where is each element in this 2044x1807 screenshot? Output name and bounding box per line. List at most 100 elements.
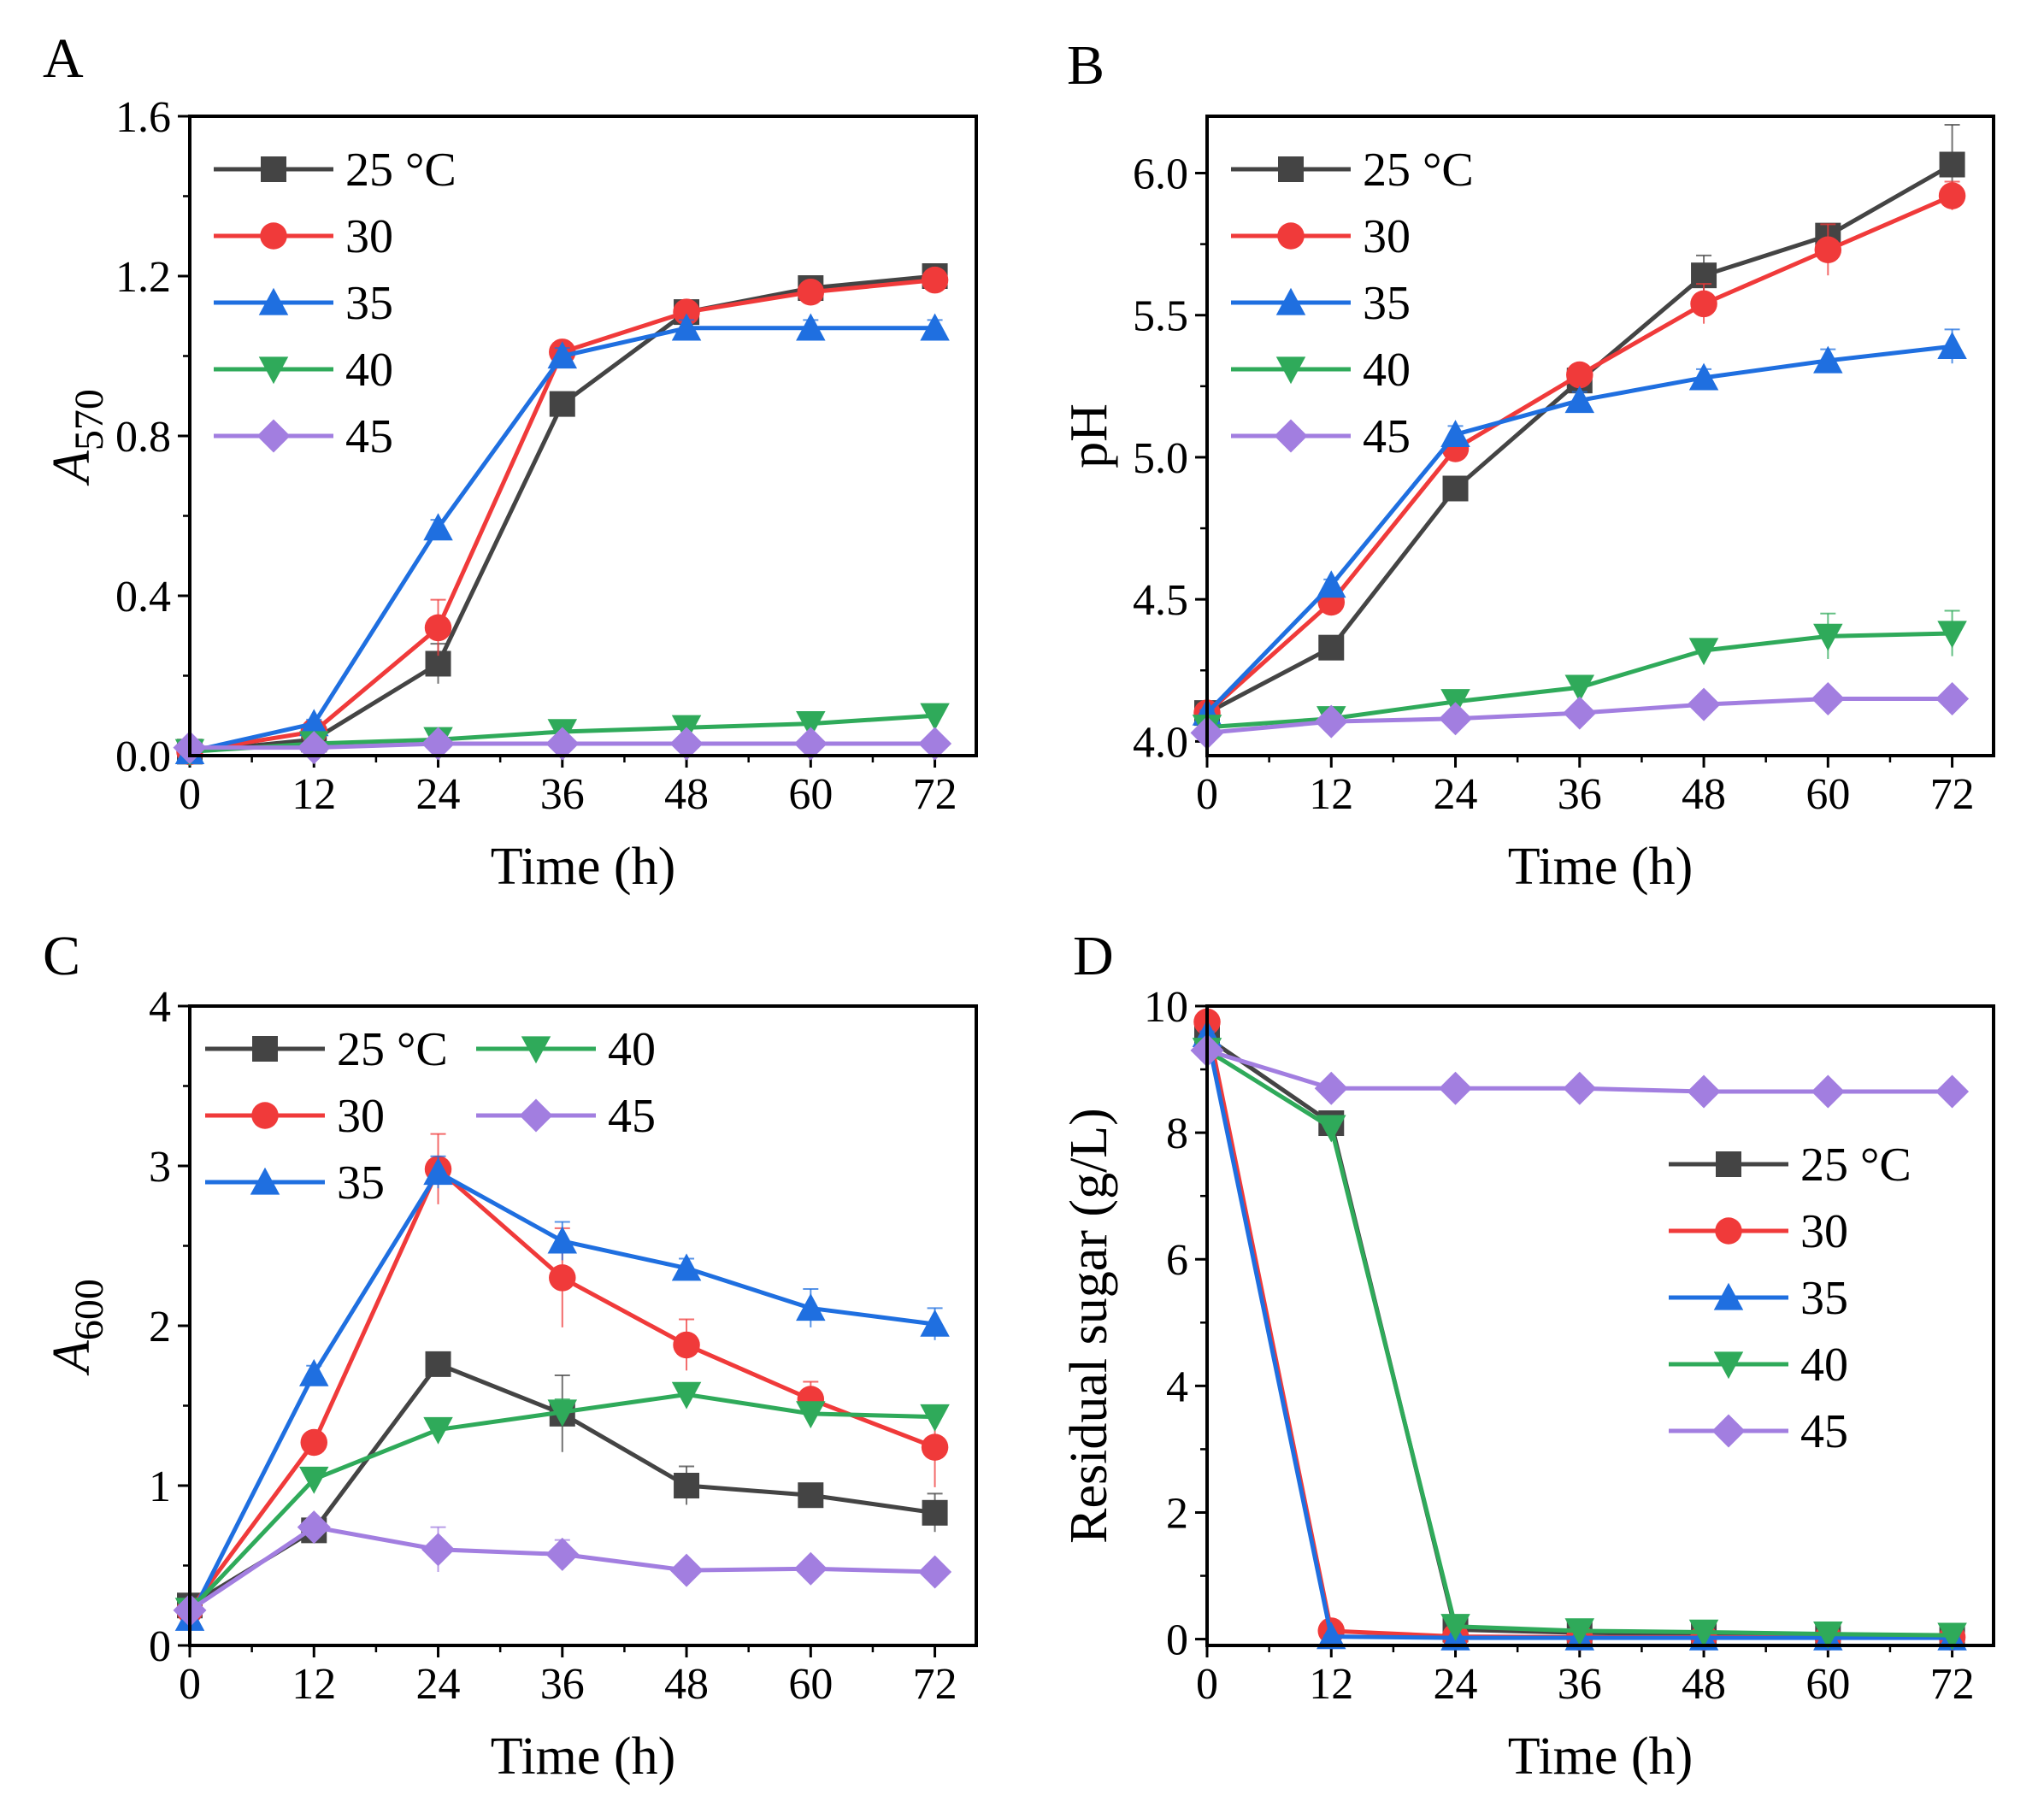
panel-label-b: B	[1067, 34, 1104, 97]
legend-label: 25 °C	[345, 144, 457, 197]
data-point	[1935, 682, 1970, 716]
x-tick-label: 0	[179, 770, 201, 819]
data-point	[1813, 345, 1843, 374]
data-point	[299, 1466, 329, 1494]
legend-marker	[261, 156, 286, 182]
x-axis-title-b: Time (h)	[1508, 838, 1693, 896]
x-tick-label: 24	[416, 1660, 461, 1709]
data-point	[299, 1358, 329, 1386]
data-point	[421, 1533, 456, 1567]
data-point	[1811, 682, 1845, 716]
data-point	[796, 1401, 826, 1429]
data-point	[1439, 702, 1473, 736]
y-axis-title-subscript: 600	[67, 1279, 112, 1340]
data-point	[1318, 634, 1345, 661]
y-axis-title-subscript: 570	[67, 389, 112, 450]
data-point	[425, 1351, 451, 1377]
data-point	[1937, 1622, 1967, 1651]
legend-item: 40	[1669, 1339, 1848, 1392]
legend-d: 25 °C 30 35 40 45	[1669, 1139, 1911, 1458]
y-tick-label: 5.0	[1133, 434, 1188, 483]
data-point	[1935, 1074, 1970, 1109]
data-point	[921, 266, 949, 294]
legend-marker	[1711, 1414, 1746, 1448]
x-axis-title-c: Time (h)	[491, 1728, 675, 1786]
x-tick-label: 48	[664, 770, 709, 819]
data-point	[1688, 1619, 1719, 1647]
y-tick-label: 8	[1166, 1110, 1188, 1158]
data-point	[1564, 674, 1595, 703]
panel-label-a: A	[43, 27, 84, 90]
y-tick-label: 0.4	[115, 573, 171, 621]
legend-label: 30	[1800, 1205, 1848, 1258]
legend-item: 30	[1231, 210, 1411, 263]
data-point	[1937, 621, 1967, 649]
data-point	[1442, 475, 1469, 502]
data-point	[1687, 687, 1721, 721]
y-axis-title-main: A	[43, 1339, 101, 1376]
x-tick-label: 48	[664, 1660, 709, 1709]
data-point	[1813, 1622, 1843, 1649]
panel-b: B 0 12 24 36 48 60 72 4.0 4.5 5.0 5.5 6.0 Time (h) pH 2…	[1060, 34, 1995, 896]
series-group-c	[173, 1133, 952, 1631]
legend-marker	[1278, 156, 1304, 182]
data-point	[674, 1473, 700, 1498]
data-point	[1813, 623, 1843, 651]
y-axis-title-b: pH	[1060, 403, 1118, 468]
y-axis-title-d: Residual sugar (g/L)	[1060, 1108, 1118, 1544]
legend-label: 40	[1800, 1339, 1848, 1392]
x-tick-label: 12	[1309, 1660, 1353, 1709]
data-point	[1563, 696, 1597, 730]
legend-item: 40	[476, 1023, 656, 1076]
data-point	[1688, 362, 1719, 391]
y-tick-label: 1.6	[115, 93, 171, 142]
legend-label: 25 °C	[337, 1023, 448, 1076]
data-point	[1687, 1074, 1721, 1109]
y-tick-label: 0.8	[115, 413, 171, 462]
x-tick-label: 36	[540, 770, 585, 819]
legend-marker	[260, 222, 287, 250]
x-tick-label: 36	[1558, 770, 1602, 819]
data-point	[798, 1482, 824, 1509]
y-axis-title-main: A	[43, 450, 101, 486]
plot-frame-b	[1205, 115, 1995, 757]
data-point	[920, 1404, 950, 1432]
data-point	[1440, 420, 1470, 448]
legend-b: 25 °C 30 35 40 45	[1231, 144, 1474, 463]
legend-marker	[519, 1098, 553, 1133]
y-axis-title-c: A600	[43, 1279, 112, 1376]
data-point	[421, 727, 456, 761]
x-tick-label: 60	[1805, 770, 1850, 819]
series-c-4	[174, 1381, 950, 1626]
x-tick-label: 0	[1196, 1660, 1218, 1709]
data-point	[547, 341, 578, 369]
legend-item: 45	[1669, 1405, 1848, 1458]
x-tick-label: 36	[540, 1660, 585, 1709]
x-tick-label: 12	[292, 1660, 336, 1709]
data-point	[1440, 1614, 1470, 1642]
legend-item: 35	[214, 277, 393, 330]
data-point	[549, 391, 575, 417]
data-point	[1317, 1622, 1346, 1650]
x-tick-label: 36	[1558, 1660, 1602, 1709]
data-point	[424, 614, 452, 642]
data-point	[549, 1264, 576, 1292]
plot-frame-a	[188, 115, 978, 757]
legend-label: 40	[608, 1023, 656, 1076]
y-tick-label: 4.0	[1133, 718, 1188, 767]
data-point	[1937, 332, 1967, 359]
data-point	[545, 727, 580, 761]
legend-label: 45	[345, 410, 393, 463]
y-tick-label: 5.5	[1133, 292, 1188, 341]
legend-label: 45	[1363, 410, 1411, 463]
panel-label-c: C	[43, 925, 80, 987]
legend-label: 40	[345, 344, 393, 397]
legend-marker	[252, 1036, 278, 1062]
series-c-5	[173, 1510, 952, 1627]
legend-label: 30	[337, 1090, 385, 1143]
x-tick-label: 72	[1930, 770, 1975, 819]
data-point	[918, 727, 952, 761]
